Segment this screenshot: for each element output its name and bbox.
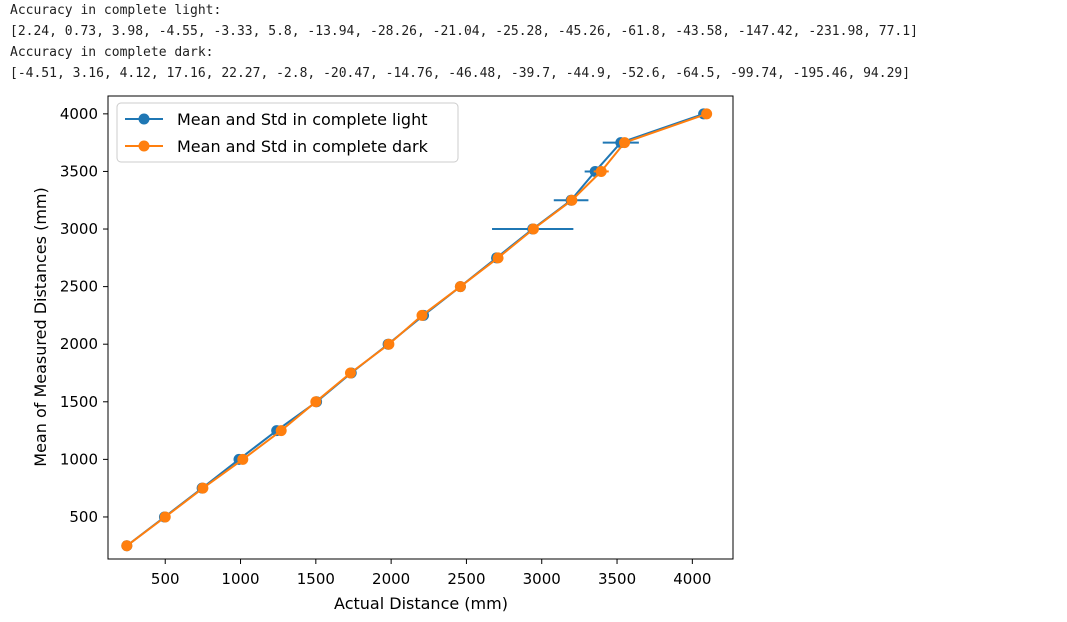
series-line [126,112,707,547]
ticks-layer: 500 1000 1500 2000 2500 3000 3500 4000 500 1000 15… [60,105,712,588]
y-tick-label: 2500 [60,278,98,296]
legend-label-light: Mean and Std in complete light [177,110,428,129]
data-point [159,511,171,523]
light-accuracy-label: Accuracy in complete light: [10,3,222,18]
data-point [310,396,322,408]
data-point [197,482,209,494]
x-tick-label: 1000 [221,570,259,588]
data-point [416,309,428,321]
data-point [237,453,249,465]
y-tick-label: 2000 [60,335,98,353]
x-tick-label: 3500 [598,570,636,588]
x-axis-label: Actual Distance (mm) [334,594,508,613]
legend-box [116,102,459,163]
x-tick-label: 3000 [523,570,561,588]
y-tick-label: 3000 [60,220,98,238]
x-tick-label: 500 [151,570,180,588]
data-point [527,223,539,235]
light-accuracy-values: [2.24, 0.73, 3.98, -4.55, -3.33, 5.8, -1… [10,24,918,39]
y-axis-label: Mean of Measured Distances (mm) [31,187,50,466]
data-point [619,137,631,149]
data-point [344,367,356,379]
y-tick-label: 500 [69,508,98,526]
legend-label-dark: Mean and Std in complete dark [177,137,429,156]
dark-accuracy-label: Accuracy in complete dark: [10,45,214,60]
axes-frame [107,95,734,560]
x-tick-label: 4000 [673,570,711,588]
legend-marker-light [138,113,150,125]
data-point [275,425,287,437]
legend-marker-dark [138,140,150,152]
series-layer [121,108,713,552]
x-tick-label: 2000 [372,570,410,588]
data-point [701,108,713,120]
y-tick-label: 1500 [60,393,98,411]
data-point [454,281,466,293]
y-tick-label: 3500 [60,162,98,180]
data-point [121,540,133,552]
y-tick-label: 1000 [60,450,98,468]
y-tick-label: 4000 [60,105,98,123]
data-point [492,252,504,264]
data-point [383,338,395,350]
series-1 [121,108,713,552]
legend: Mean and Std in complete light Mean and … [116,102,459,163]
dark-accuracy-values: [-4.51, 3.16, 4.12, 17.16, 22.27, -2.8, … [10,66,911,81]
series-0 [121,108,710,552]
x-tick-label: 2500 [447,570,485,588]
data-point [595,165,607,177]
x-tick-label: 1500 [297,570,335,588]
data-point [566,194,578,206]
